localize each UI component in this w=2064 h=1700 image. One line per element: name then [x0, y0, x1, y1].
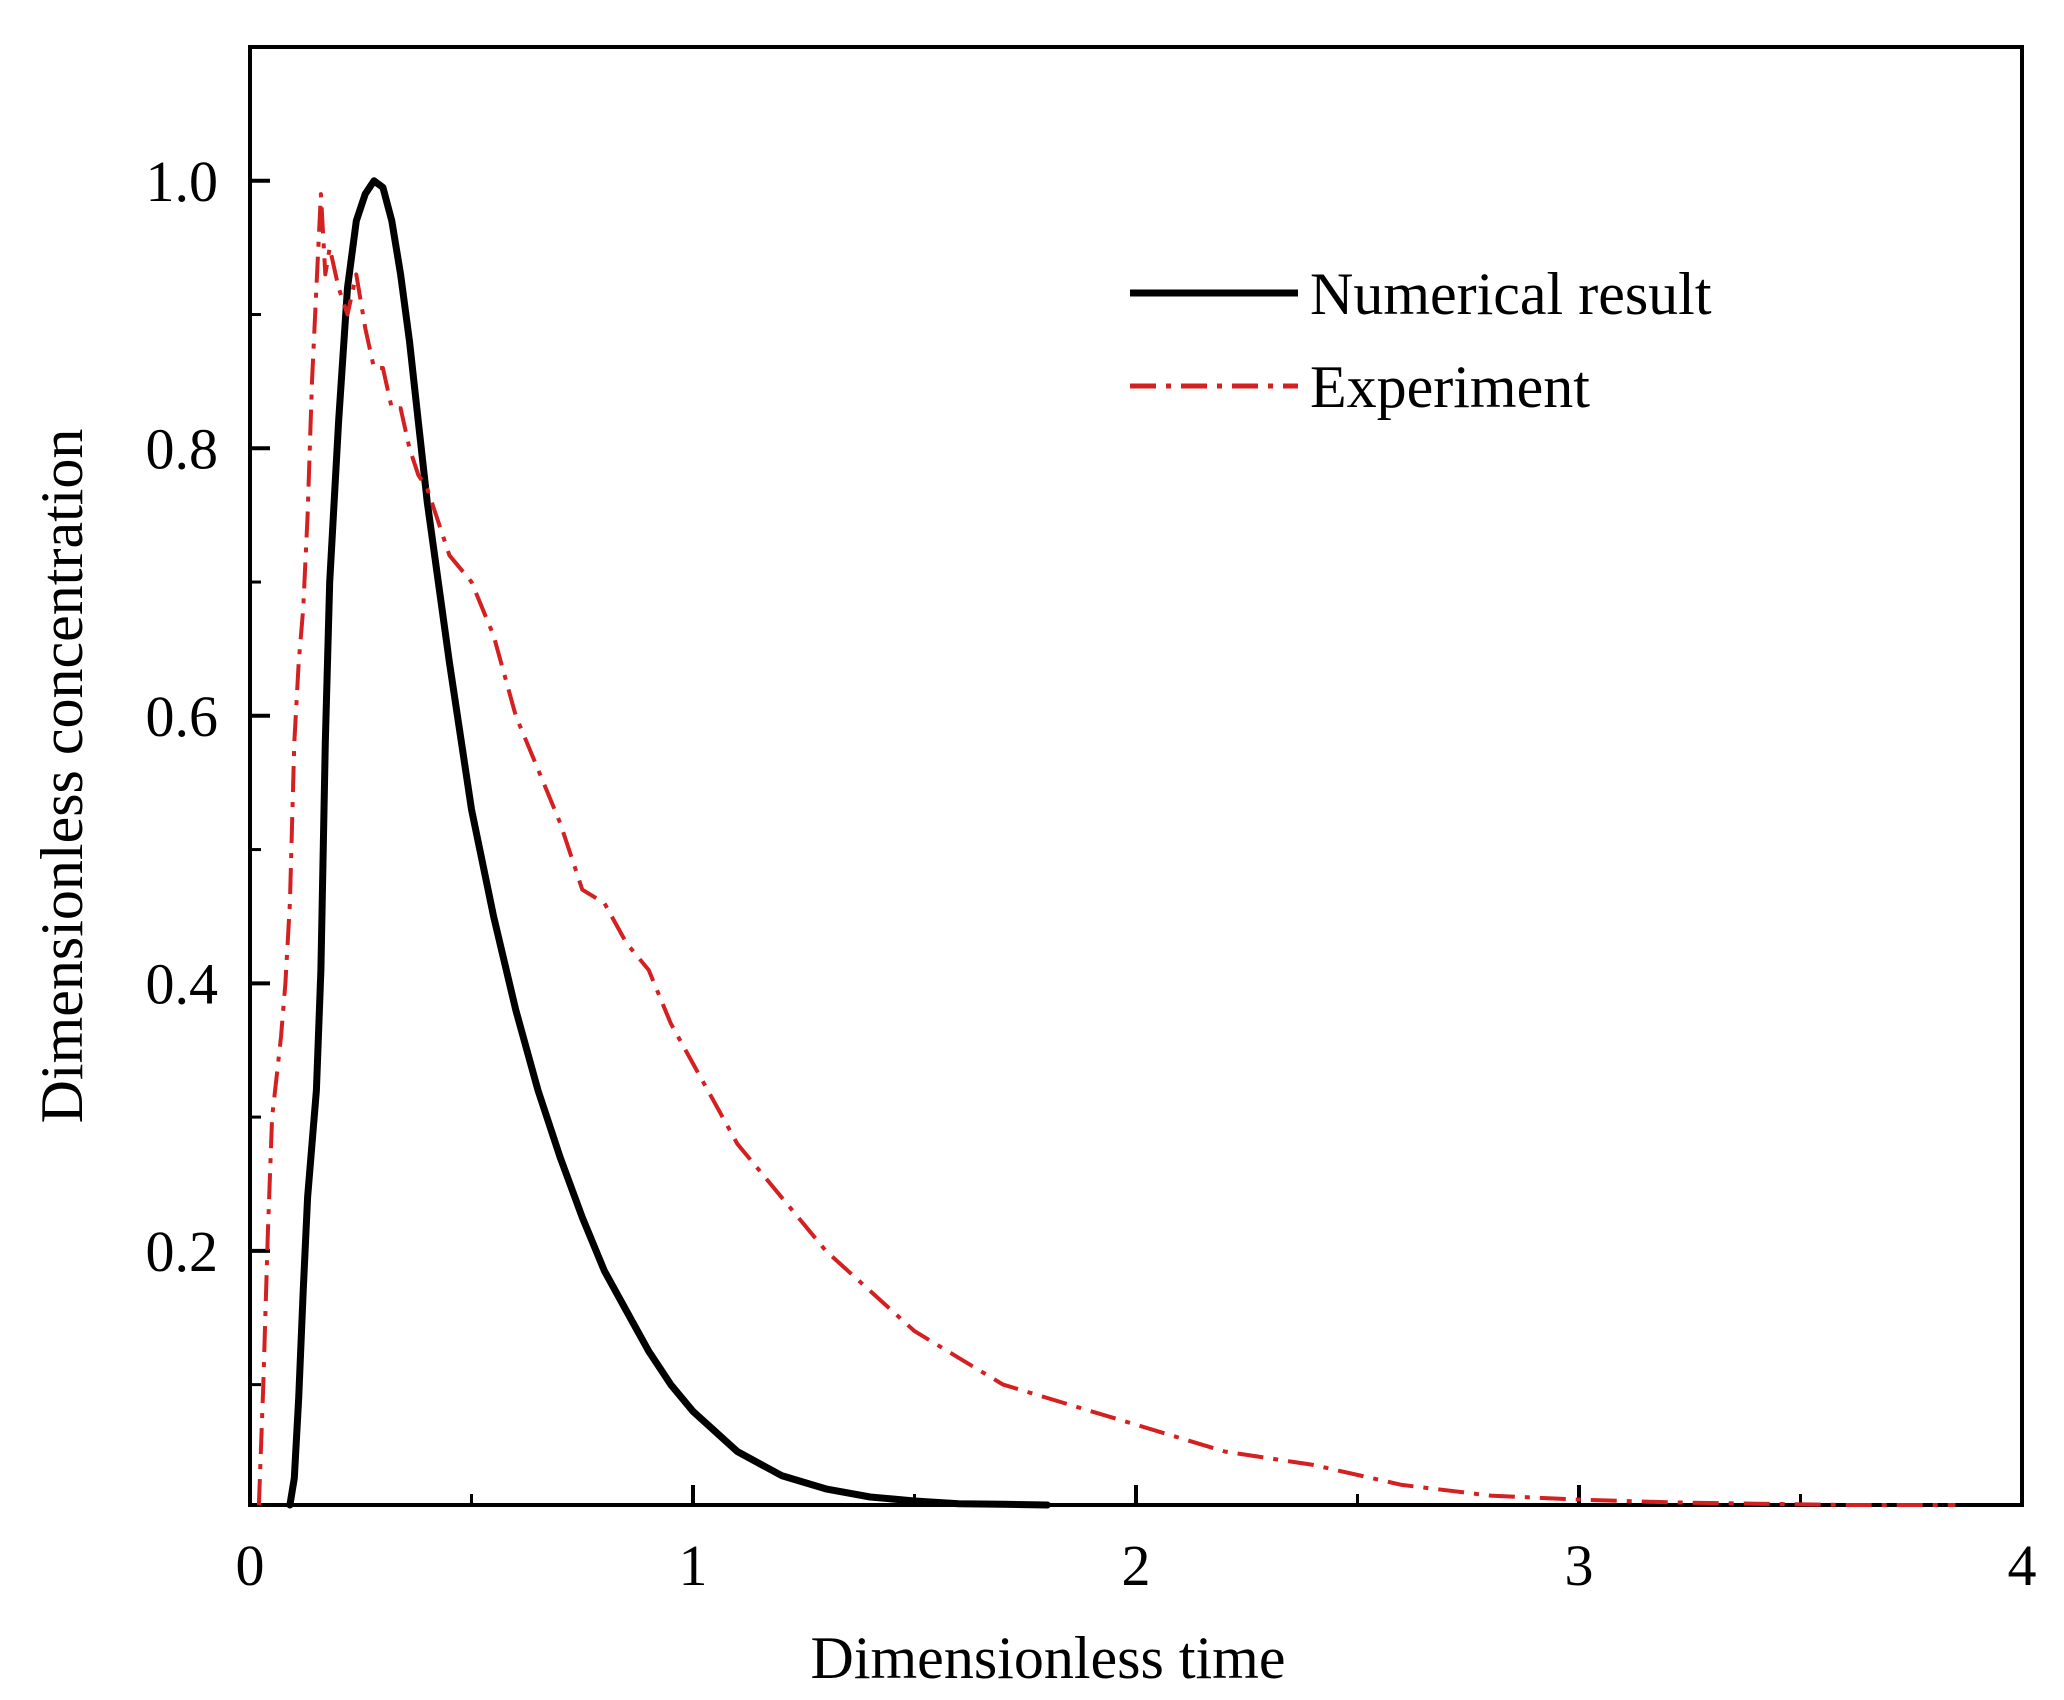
y-tick-label: 0.8	[146, 416, 219, 481]
y-axis-title: Dimensionless concentration	[29, 429, 95, 1124]
plot-frame	[248, 45, 2024, 1507]
x-tick-label: 2	[1122, 1533, 1151, 1598]
x-tick-label: 0	[236, 1533, 265, 1598]
y-tick-label: 1.0	[146, 149, 219, 214]
x-tick-label: 1	[679, 1533, 708, 1598]
legend-label-numerical: Numerical result	[1310, 261, 1712, 327]
y-axis-ticks: 0.2 0.4 0.6 0.8 1.0	[146, 149, 270, 1387]
legend-label-experiment: Experiment	[1310, 354, 1590, 420]
y-tick-label: 0.6	[146, 684, 219, 749]
x-tick-label: 3	[1565, 1533, 1594, 1598]
x-tick-label: 4	[2008, 1533, 2037, 1598]
series-layer	[256, 177, 1956, 1509]
x-axis-title: Dimensionless time	[811, 1625, 1286, 1691]
x-axis-ticks: 0 1 2 3 4	[236, 1485, 2037, 1598]
legend: Numerical result Experiment	[1130, 261, 1712, 420]
y-tick-label: 0.4	[146, 951, 219, 1016]
series-line-experiment	[256, 192, 1956, 1507]
y-tick-label: 0.2	[146, 1219, 219, 1284]
series-line-numerical-result	[286, 177, 1051, 1509]
